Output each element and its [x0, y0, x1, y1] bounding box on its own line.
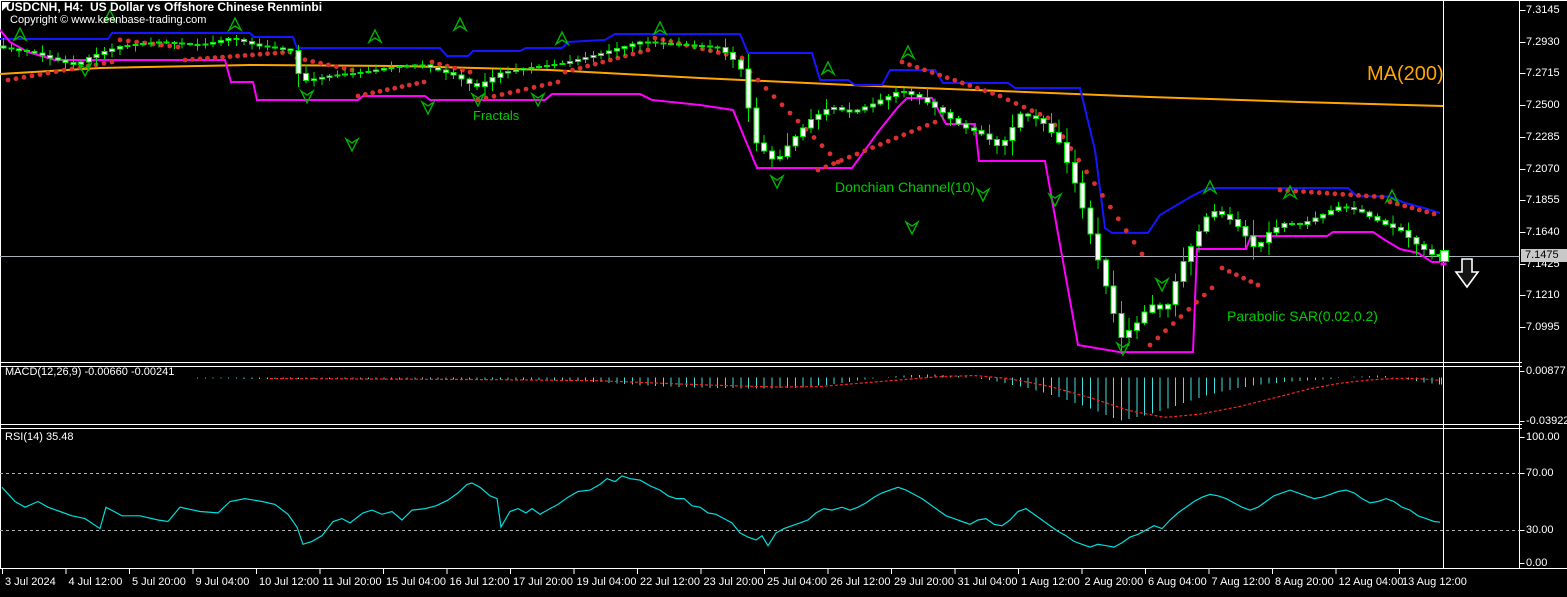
- fractal-up-icon: [227, 16, 243, 33]
- price-tick-label: 7.2715: [1526, 67, 1560, 79]
- fractals-label: Fractals: [473, 108, 520, 123]
- fractal-down-icon: [344, 136, 360, 153]
- fractal-down-icon: [530, 91, 546, 108]
- fractal-up-icon: [102, 8, 118, 25]
- donchian-edge-marker: [1440, 262, 1447, 266]
- fractal-down-icon: [975, 186, 991, 203]
- fractal-down-icon: [1154, 276, 1170, 293]
- price-tick-label: 7.1855: [1526, 194, 1560, 206]
- macd-indicator-label: MACD(12,26,9) -0.00660 -0.00241: [5, 366, 175, 378]
- time-tick-label: 1 Aug 12:00: [1021, 576, 1080, 588]
- time-tick-label: 4 Jul 12:00: [68, 576, 123, 588]
- time-tick-label: 31 Jul 04:00: [957, 576, 1018, 588]
- rsi-axis-label: 30.00: [1526, 524, 1554, 536]
- time-tick-label: 23 Jul 20:00: [703, 576, 764, 588]
- fractal-up-icon: [652, 20, 668, 37]
- price-tick-label: 7.2500: [1526, 99, 1560, 111]
- time-tick-label: 8 Aug 20:00: [1275, 576, 1334, 588]
- donchian-upper-line: [0, 32, 1441, 234]
- price-tick-label: 7.2285: [1526, 131, 1560, 143]
- macd-signal-line: [270, 374, 1441, 418]
- fractal-down-icon: [1047, 192, 1063, 208]
- time-tick-label: 2 Aug 20:00: [1084, 576, 1144, 588]
- time-tick-label: 6 Aug 04:00: [1148, 576, 1207, 588]
- candlestick-series: [0, 34, 1443, 354]
- price-axis[interactable]: 7.3145 7.2930 7.2715 7.2500 7.2285 7.2070 7.18…: [1519, 0, 1567, 569]
- price-tick-label: 7.2070: [1526, 163, 1560, 175]
- ma200-line: [0, 63, 1444, 107]
- rsi-line: [1, 475, 1441, 548]
- time-tick-label: 3 Jul 2024: [5, 576, 56, 588]
- time-tick-label: 25 Jul 04:00: [767, 576, 827, 588]
- macd-axis-label: -0.03922: [1526, 415, 1567, 427]
- chart-title: USDCNH, H4: US Dollar vs Offshore Chines…: [6, 0, 323, 14]
- time-tick-label: 7 Aug 12:00: [1211, 576, 1271, 588]
- current-price-tag: 7.1475: [1521, 249, 1567, 262]
- price-tick-label: 7.0995: [1526, 321, 1560, 333]
- fractal-down-icon: [1115, 341, 1131, 357]
- fractal-up-icon: [820, 60, 836, 76]
- time-tick-label: 29 Jul 20:00: [894, 576, 954, 588]
- fractal-up-icon: [900, 44, 916, 61]
- fractal-up-icon: [12, 26, 28, 43]
- price-tick-label: 7.1640: [1526, 226, 1560, 238]
- fractal-down-icon: [77, 61, 93, 78]
- rsi-axis-label: 100.00: [1526, 431, 1560, 443]
- macd-axis-label: 0.00877: [1526, 365, 1566, 377]
- fractal-up-icon: [1282, 184, 1298, 201]
- fractal-up-icon: [1202, 179, 1218, 195]
- time-tick-label: 15 Jul 04:00: [386, 576, 446, 588]
- fractal-down-icon: [420, 99, 436, 116]
- time-tick-label: 9 Jul 04:00: [195, 576, 250, 588]
- fractal-up-icon: [452, 16, 468, 33]
- rsi-axis-label: 0.00: [1526, 557, 1548, 569]
- one-click-trading-icon[interactable]: [2, 2, 11, 11]
- donchian-channel-label: Donchian Channel(10): [835, 179, 976, 195]
- forming-bar-marker: [1440, 250, 1449, 262]
- fractal-up-icon: [1384, 188, 1400, 205]
- price-tick-label: 7.1210: [1526, 289, 1560, 301]
- parabolic-sar-label: Parabolic SAR(0.02,0.2): [1227, 308, 1378, 324]
- price-down-arrow-icon: [1454, 258, 1480, 289]
- time-tick-label: 5 Jul 20:00: [132, 576, 186, 588]
- fractal-down-icon: [470, 91, 486, 108]
- parabolic-sar-dots: [5, 35, 1437, 348]
- fractal-down-icon: [904, 220, 920, 236]
- fractal-down-icon: [299, 88, 315, 105]
- fractal-down-icon: [769, 174, 785, 190]
- time-tick-label: 17 Jul 20:00: [513, 576, 573, 588]
- pane-borders: [0, 0, 1567, 569]
- axis-ticks: [2, 10, 1526, 574]
- time-tick-label: 11 Jul 20:00: [322, 576, 382, 588]
- time-tick-label: 16 Jul 12:00: [449, 576, 510, 588]
- time-tick-label: 10 Jul 12:00: [259, 576, 319, 588]
- time-tick-label: 12 Aug 04:00: [1338, 576, 1404, 588]
- rsi-pane[interactable]: [0, 428, 1443, 568]
- macd-histogram: [197, 374, 1442, 421]
- macd-pane[interactable]: [0, 366, 1443, 424]
- fractal-arrows: [12, 8, 1400, 357]
- donchian-lower-line: [0, 29, 1440, 354]
- time-axis[interactable]: 3 Jul 2024 4 Jul 12:00 5 Jul 20:00 9 Jul 04…: [0, 568, 1567, 597]
- fractal-up-icon: [554, 30, 570, 47]
- fractal-up-icon: [367, 28, 383, 44]
- rsi-axis-label: 70.00: [1526, 467, 1554, 479]
- rsi-level-lines: [0, 473, 1520, 531]
- rsi-indicator-label: RSI(14) 35.48: [5, 431, 74, 443]
- time-tick-label: 13 Aug 12:00: [1402, 576, 1467, 588]
- time-tick-label: 22 Jul 12:00: [640, 576, 700, 588]
- copyright-text: Copyright © www.keenbase-trading.com: [10, 14, 207, 26]
- time-tick-label: 26 Jul 12:00: [830, 576, 891, 588]
- ma200-label: MA(200): [1367, 63, 1444, 85]
- price-tick-label: 7.2930: [1526, 36, 1560, 48]
- time-tick-label: 19 Jul 04:00: [576, 576, 637, 588]
- price-tick-label: 7.3145: [1526, 4, 1560, 16]
